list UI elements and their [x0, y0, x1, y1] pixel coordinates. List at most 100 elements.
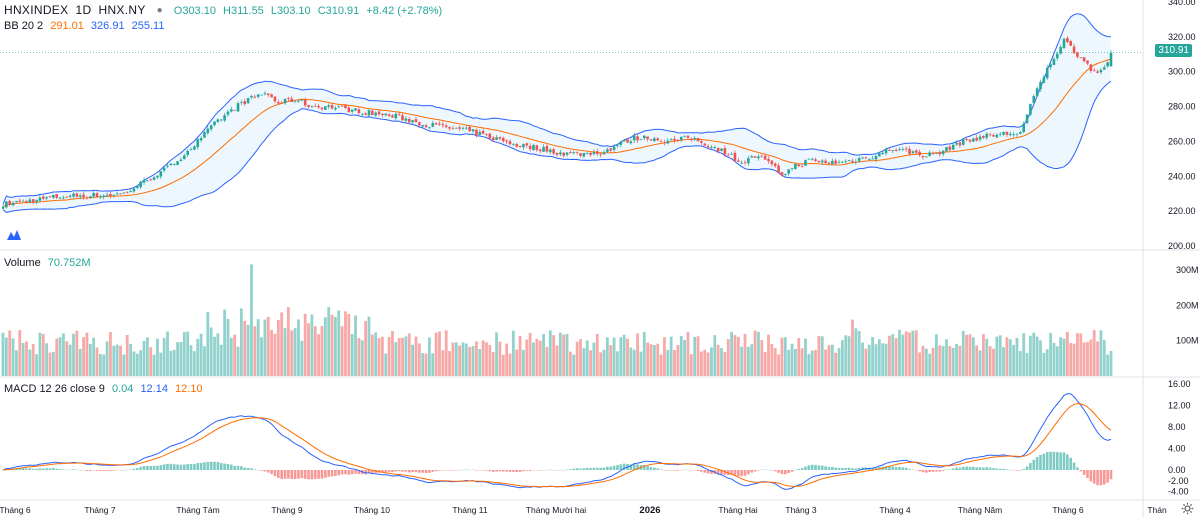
candle-body: [847, 160, 851, 161]
volume-bar: [156, 338, 159, 376]
macd-histogram-bar: [448, 470, 451, 471]
macd-histogram-bar: [1039, 454, 1042, 470]
candle-body: [528, 145, 532, 150]
volume-bar: [41, 333, 45, 376]
volume-bar: [713, 335, 717, 376]
macd-histogram-bar: [179, 464, 183, 470]
candle-body: [716, 147, 720, 152]
candle-body: [199, 138, 203, 141]
candle-body: [270, 94, 273, 98]
candle-body: [955, 142, 958, 145]
interval-label[interactable]: 1D: [75, 3, 92, 17]
candle-body: [1045, 67, 1049, 79]
volume-bar: [303, 313, 307, 376]
macd-histogram-bar: [518, 470, 522, 473]
volume-legend[interactable]: Volume 70.752M: [4, 257, 95, 269]
candle-body: [663, 142, 666, 144]
candle-body: [894, 149, 898, 151]
candle-body: [367, 110, 371, 116]
macd-histogram-bar: [827, 467, 831, 470]
macd-histogram-bar: [1035, 457, 1039, 470]
candle-body: [68, 195, 72, 197]
candle-body: [998, 133, 1002, 135]
candle-body: [1055, 53, 1059, 59]
volume-bar: [276, 320, 280, 376]
volume-bar: [1089, 339, 1093, 376]
candle-body: [307, 105, 310, 108]
candle-body: [673, 138, 676, 141]
volume-bar: [397, 337, 401, 376]
candle-body: [1029, 104, 1032, 115]
volume-bar: [787, 349, 791, 376]
volume-bar: [31, 344, 35, 376]
candle-body: [807, 158, 811, 160]
symbol-name[interactable]: HNXINDEX: [4, 3, 69, 17]
candle-body: [515, 144, 519, 147]
macd-histogram-bar: [834, 467, 837, 470]
macd-histogram-bar: [528, 470, 532, 471]
macd-histogram-bar: [1096, 470, 1099, 486]
candle-body: [495, 137, 498, 140]
volume-bar: [501, 354, 505, 376]
volume-bar: [736, 336, 740, 376]
volume-bar: [15, 350, 18, 376]
volume-bar: [481, 340, 485, 376]
volume-bar: [246, 324, 250, 376]
candle-body: [867, 158, 871, 160]
price-tick-label: 260.00: [1168, 136, 1196, 146]
volume-bar: [575, 341, 579, 376]
candle-body: [992, 135, 995, 137]
macd-histogram-bar: [797, 468, 801, 470]
tradingview-logo-icon[interactable]: [6, 228, 22, 242]
candle-body: [206, 128, 210, 134]
volume-bar: [992, 348, 995, 376]
macd-histogram-bar: [189, 463, 193, 470]
volume-bar: [189, 345, 193, 376]
macd-histogram-bar: [401, 470, 404, 472]
macd-histogram-bar: [300, 470, 304, 479]
candle-body: [797, 164, 801, 167]
more-icon[interactable]: ●: [156, 5, 163, 17]
macd-histogram-bar: [1079, 470, 1083, 472]
macd-legend[interactable]: MACD 12 26 close 9 0.04 12.14 12.10: [4, 383, 207, 395]
macd-histogram-bar: [931, 470, 935, 472]
volume-bar: [995, 336, 999, 376]
macd-histogram-bar: [142, 466, 146, 470]
candle-body: [1025, 114, 1029, 123]
candle-body: [723, 148, 727, 155]
volume-tick-label: 200M: [1176, 300, 1199, 310]
settings-gear-icon[interactable]: [1181, 502, 1194, 515]
candle-body: [874, 156, 878, 160]
macd-histogram-bar: [297, 470, 300, 479]
macd-histogram-bar: [340, 470, 344, 475]
bb-legend[interactable]: BB 20 2 291.01 326.91 255.11: [4, 20, 168, 32]
candle-body: [538, 149, 542, 152]
candle-body: [841, 161, 844, 163]
candle-body: [535, 145, 539, 150]
candle-body: [592, 152, 596, 155]
time-tick-label: Tháng Năm: [958, 505, 1002, 515]
macd-histogram-bar: [579, 468, 582, 470]
volume-bar: [1035, 336, 1039, 376]
candle-body: [189, 149, 193, 151]
macd-signal-value: 12.10: [175, 383, 203, 395]
macd-histogram-bar: [955, 467, 958, 470]
candle-body: [666, 140, 670, 144]
price-tick-label: 300.00: [1168, 67, 1196, 77]
macd-histogram-bar: [538, 470, 542, 471]
volume-bar: [743, 333, 747, 376]
macd-histogram-bar: [988, 467, 992, 470]
volume-bar: [757, 331, 760, 376]
candle-body: [115, 193, 119, 195]
volume-bar: [948, 346, 952, 376]
volume-bar: [505, 343, 509, 376]
candle-body: [881, 152, 884, 155]
macd-histogram-bar: [307, 470, 310, 480]
candle-body: [770, 160, 774, 165]
candle-body: [720, 148, 723, 151]
time-tick-label: Tháng 6: [0, 505, 31, 515]
volume-bar: [720, 347, 723, 376]
volume-bar: [381, 336, 384, 376]
candle-body: [616, 145, 619, 147]
